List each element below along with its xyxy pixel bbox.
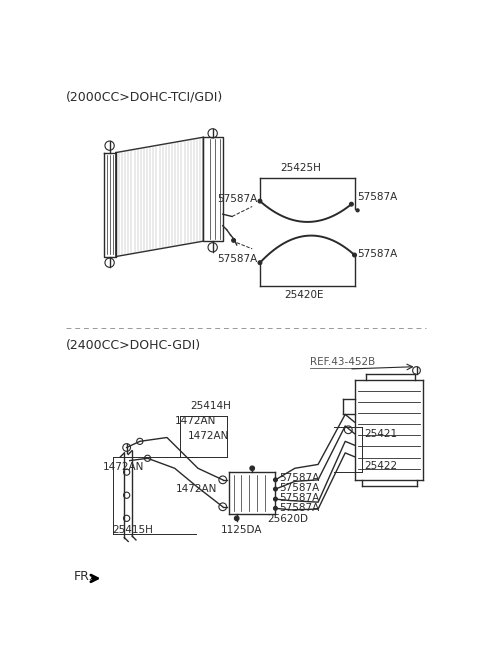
Text: 25415H: 25415H (113, 525, 154, 536)
Text: 25421: 25421 (364, 428, 397, 439)
Text: 25414H: 25414H (190, 401, 231, 410)
Circle shape (232, 238, 236, 242)
Circle shape (356, 209, 359, 212)
Circle shape (250, 466, 254, 471)
Circle shape (274, 478, 277, 482)
Circle shape (274, 506, 277, 510)
Circle shape (349, 203, 353, 206)
Text: 25425H: 25425H (280, 164, 321, 173)
Text: 1472AN: 1472AN (176, 484, 217, 494)
Text: 57587A: 57587A (279, 473, 320, 483)
Text: 1472AN: 1472AN (175, 416, 216, 426)
Text: REF.43-452B: REF.43-452B (311, 357, 375, 367)
Text: (2000CC>DOHC-TCI/GDI): (2000CC>DOHC-TCI/GDI) (66, 90, 224, 103)
Circle shape (234, 516, 239, 520)
Text: 57587A: 57587A (279, 503, 320, 513)
Text: 57587A: 57587A (217, 254, 258, 264)
Text: 57587A: 57587A (279, 483, 320, 493)
Text: (2400CC>DOHC-GDI): (2400CC>DOHC-GDI) (66, 339, 201, 352)
Circle shape (274, 497, 277, 501)
Circle shape (258, 261, 262, 265)
Circle shape (274, 487, 277, 491)
Text: 1125DA: 1125DA (220, 525, 262, 536)
Text: 57587A: 57587A (357, 192, 397, 203)
Text: 1472AN: 1472AN (103, 462, 144, 472)
Circle shape (353, 253, 357, 257)
Text: FR.: FR. (74, 569, 93, 583)
Text: 25422: 25422 (364, 461, 397, 471)
Text: 25620D: 25620D (268, 514, 309, 524)
Text: 1472AN: 1472AN (188, 432, 229, 442)
Circle shape (258, 199, 262, 203)
Text: 57587A: 57587A (217, 194, 258, 204)
Text: 57587A: 57587A (279, 493, 320, 503)
Text: 57587A: 57587A (357, 249, 397, 260)
Text: 25420E: 25420E (284, 291, 324, 301)
